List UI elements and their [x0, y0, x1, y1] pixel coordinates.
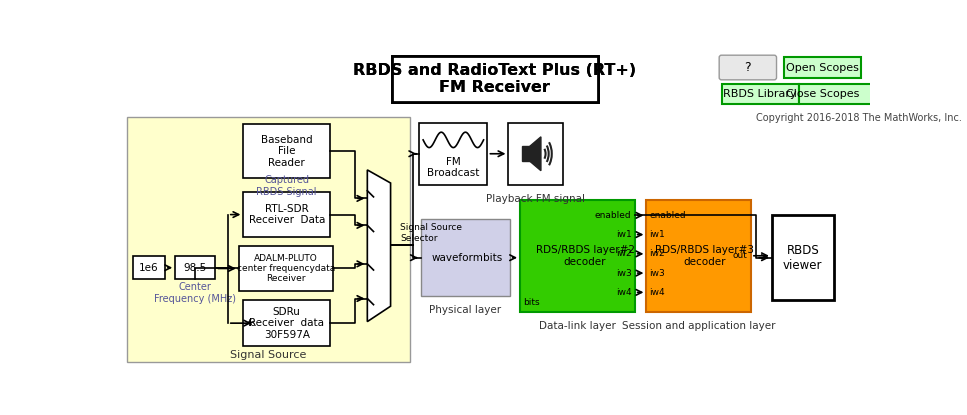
Text: fc: fc — [248, 319, 256, 328]
Text: Close Scopes: Close Scopes — [785, 89, 859, 99]
Text: waveform: waveform — [431, 253, 484, 263]
Text: RBDS and RadioText Plus (RT+)
FM Receiver: RBDS and RadioText Plus (RT+) FM Receive… — [353, 63, 636, 95]
Text: RTL-SDR
Receiver  Data: RTL-SDR Receiver Data — [249, 204, 325, 225]
Polygon shape — [367, 170, 391, 322]
Text: Signal Source: Signal Source — [230, 351, 307, 361]
Text: ?: ? — [745, 61, 751, 74]
Text: 1e6: 1e6 — [139, 263, 159, 273]
Bar — [244, 300, 330, 346]
Text: bits: bits — [483, 253, 502, 263]
Bar — [799, 84, 876, 104]
Text: iw1: iw1 — [650, 230, 665, 239]
Text: iw4: iw4 — [650, 288, 665, 297]
Bar — [244, 124, 330, 178]
Text: Physical layer: Physical layer — [429, 305, 502, 315]
Text: Data-link layer: Data-link layer — [539, 321, 616, 331]
Text: iw2: iw2 — [650, 249, 665, 259]
Text: bits: bits — [523, 298, 540, 307]
FancyBboxPatch shape — [719, 55, 777, 80]
Bar — [509, 123, 563, 185]
Bar — [520, 200, 634, 312]
Bar — [395, 58, 600, 105]
Text: 98.5: 98.5 — [184, 263, 207, 273]
Text: RBDS Library: RBDS Library — [723, 89, 797, 99]
Text: Baseband
File
Reader: Baseband File Reader — [261, 135, 312, 168]
Bar — [393, 56, 598, 102]
Text: ADALM-PLUTO
center frequencydata
Receiver: ADALM-PLUTO center frequencydata Receive… — [237, 254, 336, 283]
Text: RBDS and RadioText Plus (RT+)
FM Receiver: RBDS and RadioText Plus (RT+) FM Receive… — [353, 63, 636, 95]
Text: FM
Broadcast: FM Broadcast — [427, 157, 480, 178]
Bar — [393, 56, 598, 102]
Text: Copyright 2016-2018 The MathWorks, Inc.: Copyright 2016-2018 The MathWorks, Inc. — [756, 112, 962, 122]
Bar — [772, 215, 834, 300]
Bar — [132, 256, 165, 279]
Text: iw3: iw3 — [650, 269, 665, 278]
Bar — [646, 200, 751, 312]
Text: Session and application layer: Session and application layer — [622, 321, 776, 331]
Bar — [239, 246, 334, 291]
Text: Captured
RBDS Signal: Captured RBDS Signal — [256, 175, 317, 197]
Bar — [175, 256, 216, 279]
Bar — [127, 117, 410, 361]
Bar — [522, 146, 530, 161]
Text: Signal Source
Selector: Signal Source Selector — [400, 223, 462, 243]
Text: SDRu
Receiver  data
30F597A: SDRu Receiver data 30F597A — [249, 307, 324, 340]
Bar — [721, 84, 799, 104]
Text: RDS/RBDS layer#2
decoder: RDS/RBDS layer#2 decoder — [536, 245, 634, 266]
Bar — [421, 219, 510, 296]
Text: enabled: enabled — [595, 211, 631, 220]
Text: iw1: iw1 — [616, 230, 631, 239]
Bar — [244, 192, 330, 237]
Bar — [420, 123, 487, 185]
Text: iw4: iw4 — [616, 288, 631, 297]
Text: iw2: iw2 — [616, 249, 631, 259]
Bar — [783, 58, 861, 78]
Text: Open Scopes: Open Scopes — [786, 63, 859, 73]
Text: out: out — [732, 251, 747, 260]
Polygon shape — [530, 137, 541, 171]
Text: RDS/RBDS layer#3
decoder: RDS/RBDS layer#3 decoder — [656, 245, 754, 266]
Text: RBDS
viewer: RBDS viewer — [783, 244, 823, 272]
Text: iw3: iw3 — [616, 269, 631, 278]
Text: Center
Frequency (MHz): Center Frequency (MHz) — [155, 282, 236, 304]
Text: enabled: enabled — [650, 211, 686, 220]
Text: Playback FM signal: Playback FM signal — [486, 194, 585, 204]
